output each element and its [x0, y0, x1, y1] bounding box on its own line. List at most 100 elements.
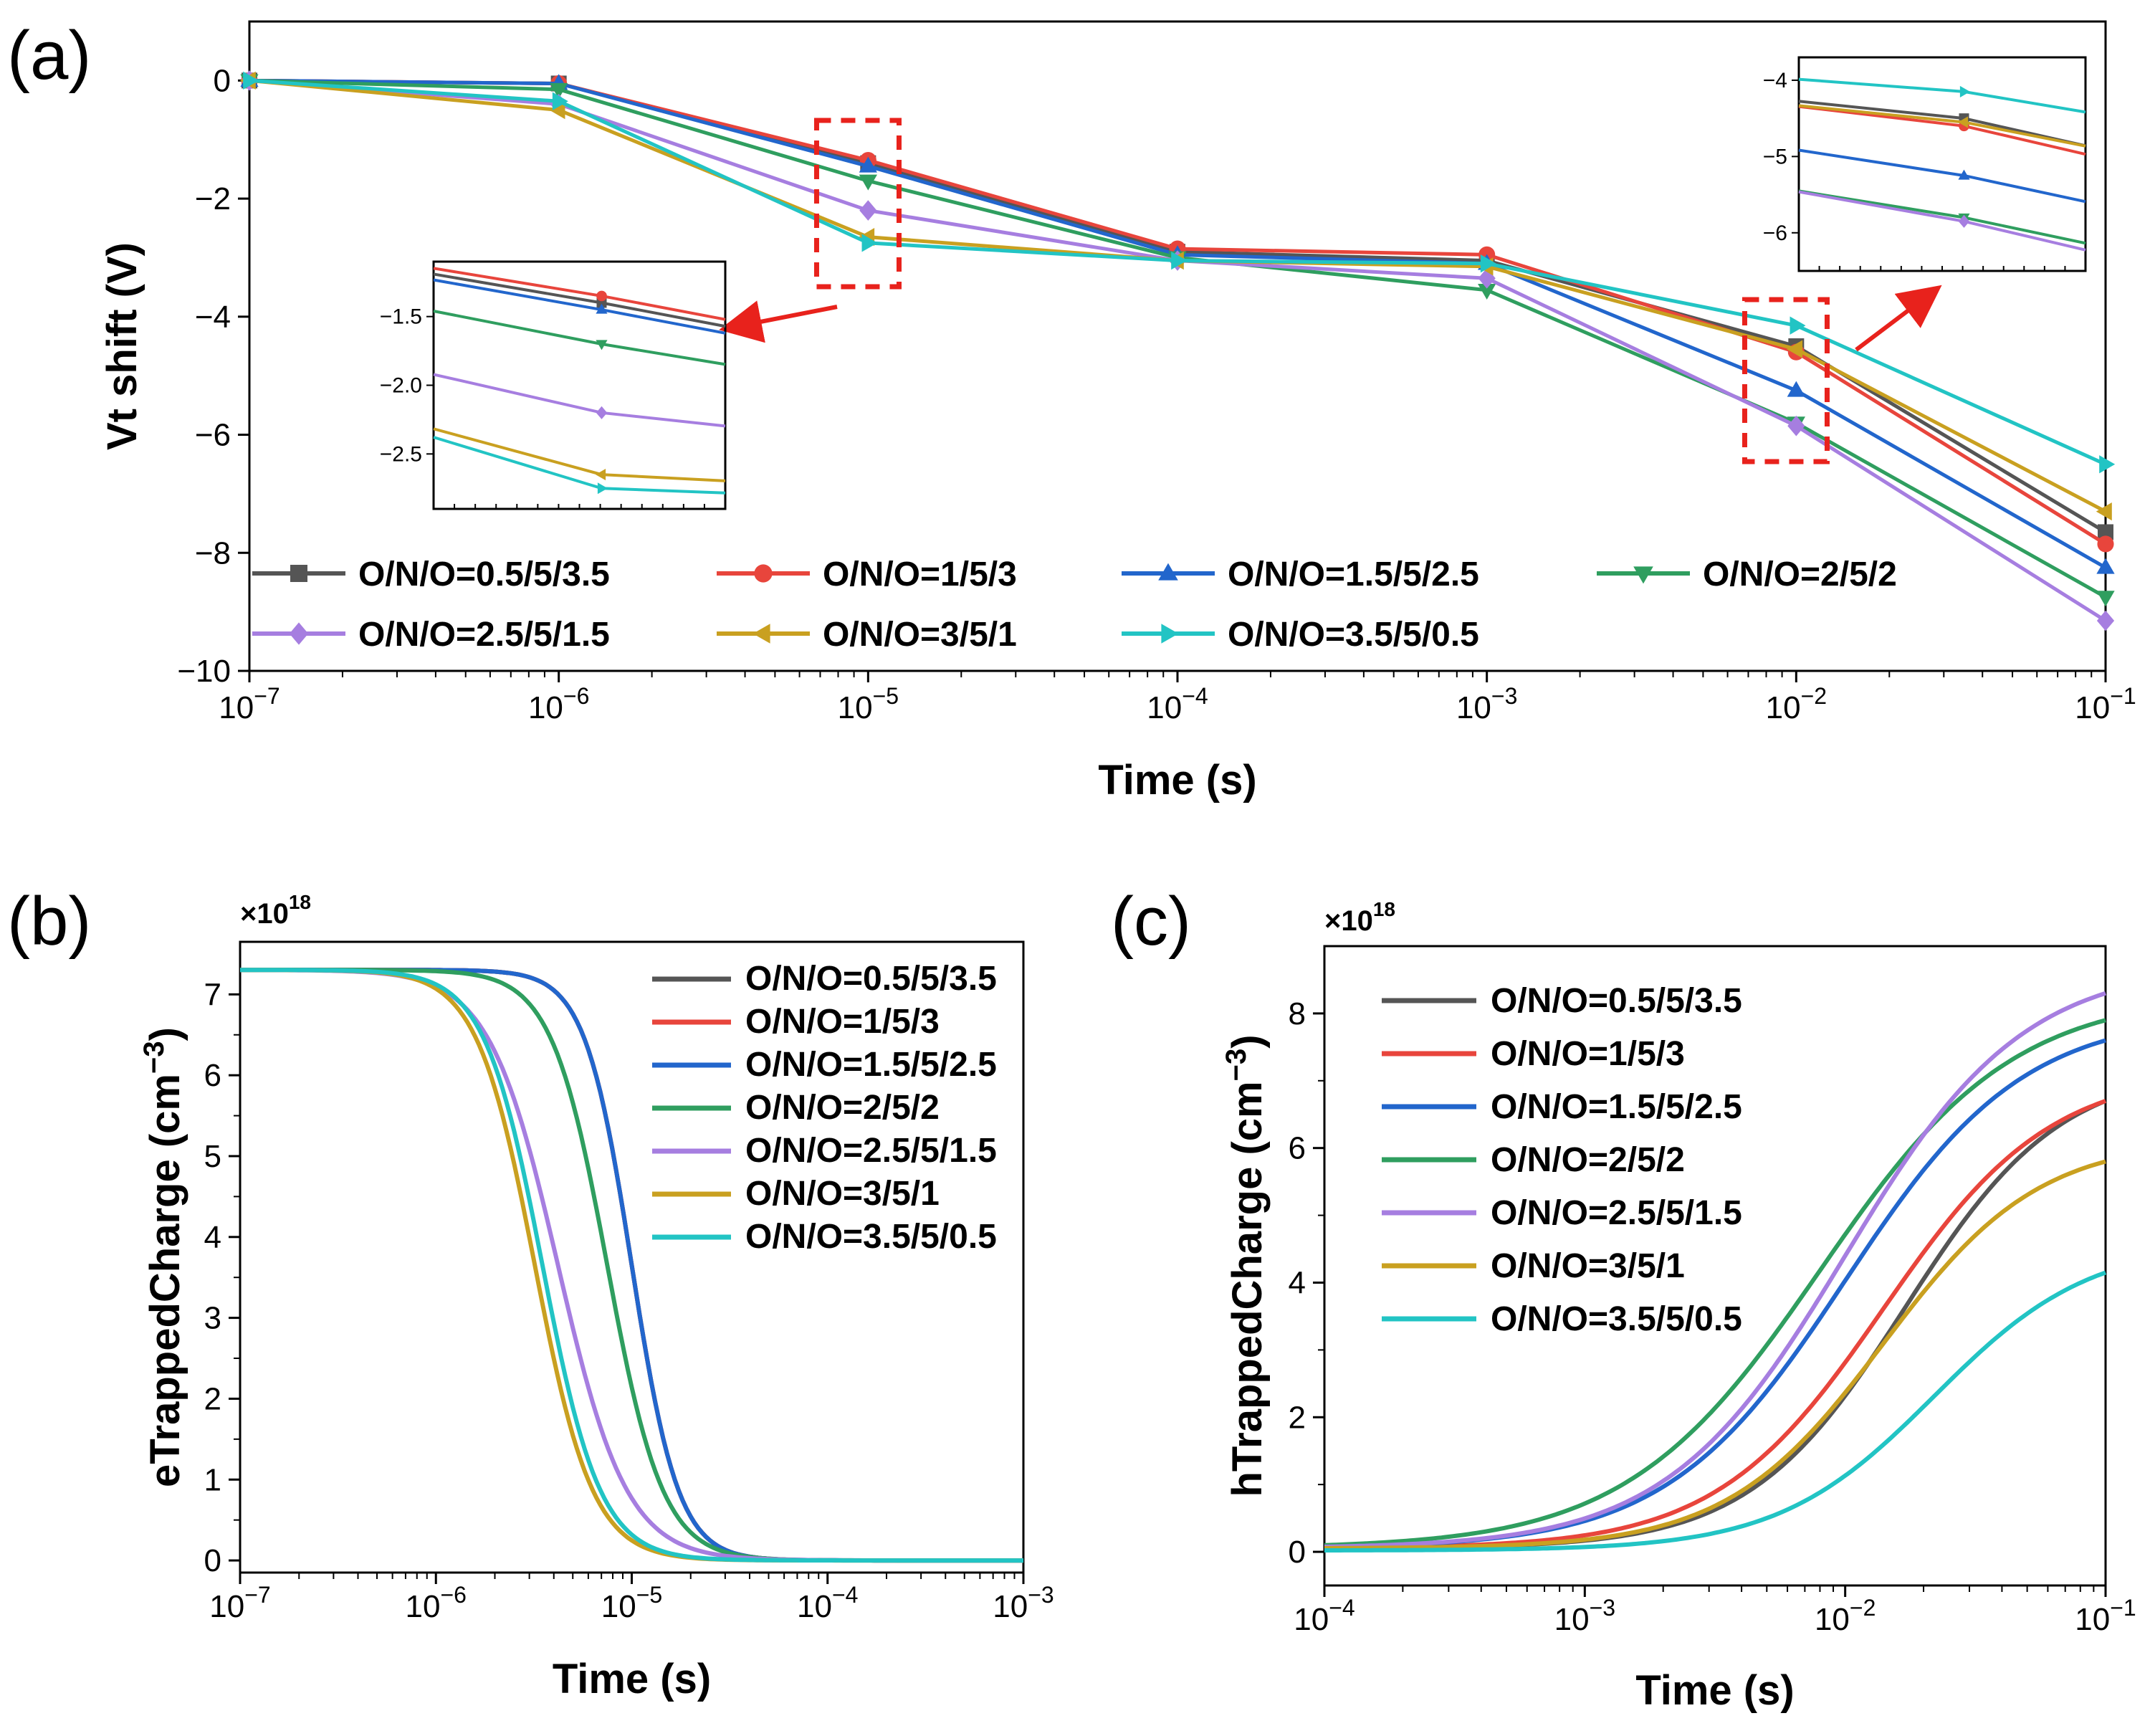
- legend-marker: [290, 565, 307, 582]
- data-point: [1171, 251, 1188, 270]
- data-point: [2096, 502, 2112, 521]
- y-tick-label: 2: [1289, 1400, 1306, 1435]
- x-tick-label: 10−5: [601, 1582, 662, 1624]
- legend-label: O/N/O=1.5/5/2.5: [745, 1046, 997, 1084]
- legend-marker: [754, 564, 773, 583]
- panel-b: (b) ×1018 0 1 2 3 4 5 6 7 10−7 10−6 10−5 10−4 10−3 Time…: [7, 883, 1054, 1702]
- y-tick-label: −2: [195, 181, 231, 216]
- x-tick-label: 10−4: [797, 1582, 858, 1624]
- x-tick-label: 10−4: [1294, 1595, 1354, 1637]
- y-tick-label: 0: [1289, 1535, 1306, 1570]
- inset-right: −4 −5 −6: [1763, 56, 2087, 272]
- data-point: [861, 234, 878, 252]
- data-point: [550, 82, 568, 99]
- data-point: [2099, 455, 2116, 474]
- y-axis-title: Vt shift (V): [99, 242, 145, 450]
- series-line: [1324, 991, 2106, 1549]
- x-tick-label: 10−6: [528, 683, 589, 725]
- legend-label: O/N/O=2.5/5/1.5: [1491, 1194, 1742, 1232]
- legend-marker: [1633, 566, 1653, 584]
- data-point: [1787, 340, 1803, 358]
- data-point: [549, 100, 565, 120]
- legend-label: O/N/O=3.5/5/0.5: [745, 1218, 997, 1256]
- inset-data-point: [1958, 169, 1970, 180]
- legend-label: O/N/O=3/5/1: [745, 1175, 940, 1213]
- x-tick-label: 10−2: [1815, 1595, 1876, 1637]
- x-tick-label: 10−3: [1554, 1595, 1615, 1637]
- series-line: [1324, 1018, 2106, 1547]
- legend-label: O/N/O=3.5/5/0.5: [1228, 616, 1479, 654]
- data-point: [1480, 254, 1496, 273]
- legend-label: O/N/O=0.5/5/3.5: [745, 960, 997, 998]
- legend-label: O/N/O=0.5/5/3.5: [1491, 982, 1742, 1020]
- plot-frame: [239, 940, 1025, 1574]
- plot-frame: [1323, 945, 2107, 1587]
- zoom-arrow: [1855, 285, 1942, 352]
- inset-data-point: [596, 290, 607, 302]
- legend-marker: [289, 622, 309, 645]
- inset-y-tick-label: −1.5: [380, 305, 422, 329]
- inset-y-tick-label: −2.0: [380, 374, 422, 398]
- x-tick-label: 10−2: [1766, 683, 1827, 725]
- zoom-arrow: [719, 300, 838, 343]
- y-tick-label: 4: [204, 1220, 221, 1255]
- y-tick-label: 5: [204, 1139, 221, 1174]
- data-point: [2096, 558, 2115, 574]
- legend-label: O/N/O=1.5/5/2.5: [1228, 555, 1479, 593]
- x-tick-label: 10−4: [1147, 683, 1208, 725]
- inset-left: −1.5 −2.0 −2.5: [380, 260, 727, 510]
- inset-data-point: [1959, 85, 1970, 97]
- y-tick-label: 7: [204, 977, 221, 1012]
- series-line: [1324, 1270, 2107, 1553]
- data-point: [552, 92, 568, 110]
- x-tick-label: 10−1: [2075, 683, 2136, 725]
- legend-marker: [752, 624, 770, 644]
- y-tick-label: 4: [1289, 1265, 1306, 1300]
- y-tick-label: 8: [1289, 996, 1306, 1031]
- legend-label: O/N/O=3.5/5/0.5: [1491, 1300, 1742, 1338]
- x-axis-title: Time (s): [553, 1656, 711, 1702]
- data-point: [2097, 535, 2114, 553]
- y-tick-label: −6: [195, 418, 231, 453]
- inset-data-point: [1958, 214, 1970, 228]
- y-multiplier: ×1018: [1324, 898, 1395, 937]
- x-tick-label: 10−1: [2075, 1595, 2136, 1637]
- plot-frame: [248, 20, 2107, 672]
- y-tick-label: 2: [204, 1381, 221, 1416]
- legend-label: O/N/O=2.5/5/1.5: [745, 1132, 997, 1170]
- inset-data-point: [596, 469, 606, 481]
- y-tick-label: 6: [1289, 1131, 1306, 1166]
- inset-y-tick-label: −5: [1763, 145, 1787, 168]
- x-axis-title: Time (s): [1098, 757, 1256, 803]
- legend-label: O/N/O=0.5/5/3.5: [358, 555, 610, 593]
- legend-label: O/N/O=1/5/3: [745, 1003, 940, 1041]
- inset-data-point: [596, 303, 608, 314]
- highlight-box: [813, 118, 902, 290]
- legend-label: O/N/O=3/5/1: [823, 616, 1017, 654]
- legend-label: O/N/O=2.5/5/1.5: [358, 616, 610, 654]
- data-point: [2096, 591, 2115, 607]
- y-tick-label: 3: [204, 1301, 221, 1336]
- data-point: [859, 156, 877, 173]
- data-point: [1790, 316, 1806, 335]
- x-tick-label: 10−6: [406, 1582, 467, 1624]
- data-point: [859, 174, 877, 191]
- inset-data-point: [1958, 116, 1969, 128]
- series-line: [240, 968, 1023, 1563]
- data-point: [1478, 283, 1496, 300]
- panel-label: (c): [1111, 883, 1191, 960]
- inset-data-point: [596, 406, 608, 419]
- data-point: [859, 200, 877, 221]
- y-tick-label: 6: [204, 1058, 221, 1093]
- y-tick-label: −10: [177, 654, 231, 689]
- inset-y-tick-label: −4: [1763, 69, 1787, 92]
- legend-label: O/N/O=2/5/2: [1703, 555, 1897, 593]
- legend-label: O/N/O=2/5/2: [1491, 1141, 1685, 1179]
- x-tick-label: 10−7: [209, 1582, 270, 1624]
- legend-label: O/N/O=1.5/5/2.5: [1491, 1088, 1742, 1126]
- y-multiplier: ×1018: [240, 891, 311, 930]
- data-point: [1787, 381, 1805, 397]
